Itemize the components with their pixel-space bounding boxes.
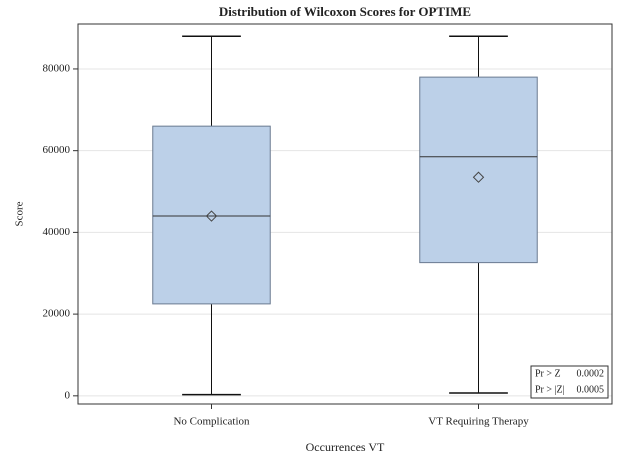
y-tick-label: 80000 bbox=[43, 62, 71, 74]
y-tick-label: 60000 bbox=[43, 144, 71, 156]
inset-frame bbox=[530, 365, 609, 399]
box bbox=[419, 76, 538, 264]
mean-marker bbox=[205, 210, 218, 222]
x-tick-label: VT Requiring Therapy bbox=[428, 416, 529, 428]
y-tick-label: 20000 bbox=[43, 308, 71, 320]
y-tick-label: 40000 bbox=[43, 226, 71, 238]
y-axis-label: Score bbox=[14, 201, 26, 226]
inset-value: 0.0005 bbox=[577, 384, 605, 395]
plot-frame bbox=[77, 23, 613, 405]
inset-label: Pr > Z bbox=[535, 368, 561, 379]
x-axis-label: Occurrences VT bbox=[306, 440, 385, 454]
y-tick-label: 0 bbox=[65, 389, 71, 401]
mean-marker bbox=[472, 171, 485, 183]
inset-value: 0.0002 bbox=[577, 368, 605, 379]
inset-label: Pr > |Z| bbox=[535, 384, 565, 395]
x-tick-label: No Complication bbox=[173, 416, 250, 428]
chart-title: Distribution of Wilcoxon Scores for OPTI… bbox=[219, 4, 471, 19]
box bbox=[152, 125, 271, 305]
